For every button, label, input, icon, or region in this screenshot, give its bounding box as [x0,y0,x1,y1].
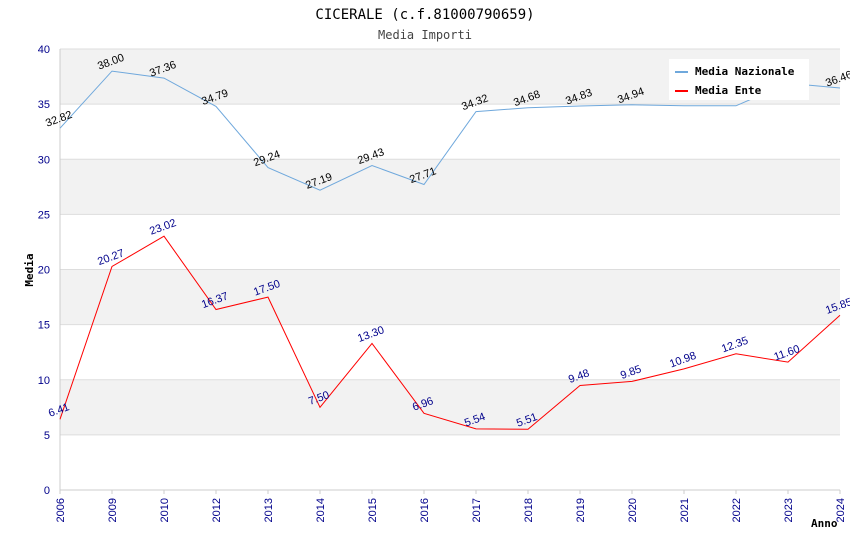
legend-label-nazionale: Media Nazionale [695,65,795,78]
grid-band [60,269,840,325]
legend-box [669,59,809,100]
grid-bands [60,49,840,490]
y-tick-label: 5 [44,430,50,442]
grid-band [60,214,840,270]
y-tick-label: 10 [38,375,50,387]
x-tick-label: 2021 [679,498,691,522]
series-line-media-nazionale [59,70,841,191]
series-line-media-ente [59,235,841,430]
y-tick-label: 30 [38,154,50,166]
grid-band [60,379,840,435]
chart-title: CICERALE (c.f.81000790659) [315,7,534,23]
x-tick-label: 2006 [55,498,67,522]
grid-band [60,104,840,160]
x-tick-label: 2013 [263,498,275,522]
y-tick-label: 15 [38,320,50,332]
x-tick-labels: 2006 2009 2010 2012 2013 2014 2015 2016 2017 2018… [55,490,847,522]
grid-band [60,159,840,215]
x-tick-label: 2019 [575,498,587,522]
x-tick-label: 2014 [315,498,327,522]
y-tick-label: 25 [38,209,50,221]
x-tick-label: 2020 [627,498,639,522]
x-tick-label: 2016 [419,498,431,522]
grid-band [60,324,840,380]
grid-band [60,434,840,490]
x-tick-label: 2023 [783,498,795,522]
legend: Media Nazionale Media Ente [669,59,809,100]
x-tick-label: 2012 [211,498,223,522]
x-tick-label: 2024 [835,498,847,522]
x-axis-title: Anno [811,517,838,530]
x-tick-label: 2015 [367,498,379,522]
x-tick-label: 2018 [523,498,535,522]
y-tick-label: 0 [44,485,50,497]
x-tick-label: 2010 [159,498,171,522]
x-tick-label: 2017 [471,498,483,522]
y-tick-label: 20 [38,265,50,277]
y-axis-title: Media [23,253,36,286]
y-tick-labels: 0 5 10 15 20 25 30 35 40 [38,44,50,497]
legend-label-ente: Media Ente [695,84,762,97]
x-tick-label: 2022 [731,498,743,522]
chart-subtitle: Media Importi [378,28,472,42]
x-tick-label: 2009 [107,498,119,522]
series-lines [59,70,841,430]
y-tick-label: 35 [38,99,50,111]
y-tick-label: 40 [38,44,50,56]
